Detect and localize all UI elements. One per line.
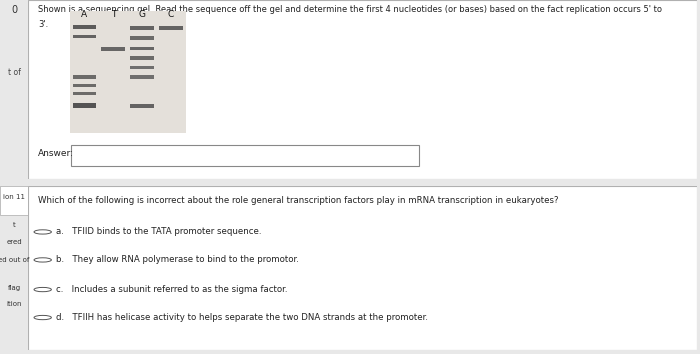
- Bar: [71, 145, 419, 166]
- Bar: [130, 26, 154, 30]
- Bar: [0, 186, 28, 216]
- Bar: [73, 103, 97, 108]
- Bar: [73, 84, 97, 87]
- Bar: [130, 75, 154, 79]
- Text: 3'.: 3'.: [38, 20, 48, 29]
- Text: ion 11: ion 11: [3, 194, 25, 200]
- Text: d.   TFIIH has helicase activity to helps separate the two DNA strands at the pr: d. TFIIH has helicase activity to helps …: [56, 313, 428, 322]
- Text: t: t: [13, 222, 15, 228]
- Text: a.   TFIID binds to the TATA promoter sequence.: a. TFIID binds to the TATA promoter sequ…: [56, 227, 262, 236]
- Bar: [130, 47, 154, 50]
- Text: t of: t of: [8, 68, 20, 77]
- Bar: [102, 47, 125, 51]
- Text: Which of the following is incorrect about the role general transcription factors: Which of the following is incorrect abou…: [38, 196, 559, 205]
- Circle shape: [34, 287, 51, 292]
- Bar: [73, 34, 97, 38]
- Circle shape: [34, 230, 51, 234]
- Text: ered: ered: [6, 239, 22, 245]
- Bar: [130, 66, 154, 69]
- Bar: [73, 25, 97, 29]
- Bar: [73, 75, 97, 79]
- Bar: [130, 36, 154, 40]
- Text: G: G: [139, 10, 146, 19]
- Bar: [73, 92, 97, 95]
- Text: Answer:: Answer:: [38, 149, 74, 158]
- Text: ition: ition: [6, 301, 22, 307]
- Circle shape: [34, 315, 51, 320]
- Text: A: A: [81, 10, 88, 19]
- Text: 0: 0: [11, 5, 17, 15]
- Bar: [130, 57, 154, 60]
- Text: C: C: [168, 10, 174, 19]
- Text: T: T: [111, 10, 116, 19]
- Text: Shown is a sequencing gel. Read the sequence off the gel and determine the first: Shown is a sequencing gel. Read the sequ…: [38, 5, 662, 15]
- Text: ed out of: ed out of: [0, 257, 29, 263]
- Bar: [159, 26, 183, 30]
- Circle shape: [34, 258, 51, 262]
- Text: b.   They allow RNA polymerase to bind to the promotor.: b. They allow RNA polymerase to bind to …: [56, 256, 299, 264]
- Text: flag: flag: [8, 285, 20, 291]
- Bar: [130, 104, 154, 108]
- Text: c.   Includes a subunit referred to as the sigma factor.: c. Includes a subunit referred to as the…: [56, 285, 288, 294]
